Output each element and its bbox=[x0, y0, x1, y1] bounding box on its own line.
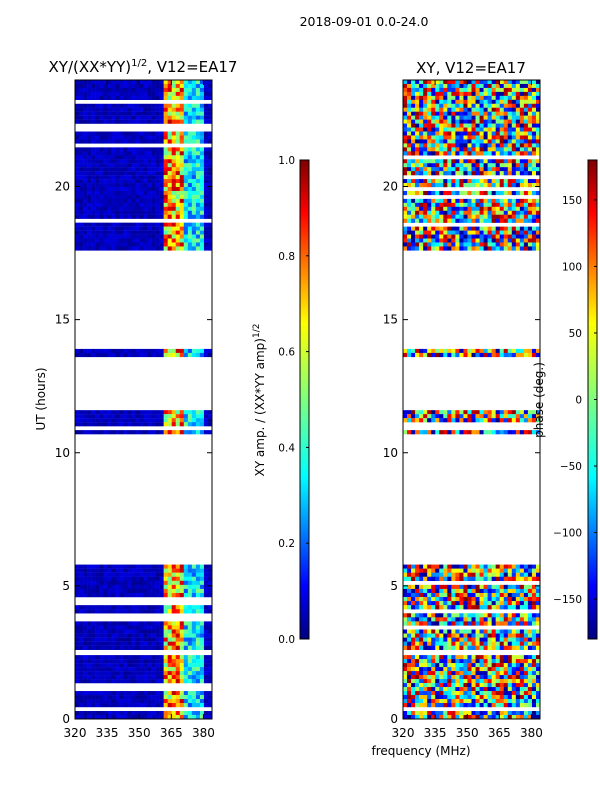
figure-title: 2018-09-01 0.0-24.0 bbox=[300, 14, 429, 29]
amplitude-panel: XY/(XX*YY)1/2, V12=EA17 320 335 350 365 380 0… bbox=[34, 58, 237, 740]
amplitude-colorbar-scale bbox=[300, 160, 309, 639]
amp-data-band bbox=[75, 348, 213, 358]
amplitude-colorbar-tick-label: 0.0 bbox=[278, 634, 295, 646]
phase-y-tick-label: 0 bbox=[390, 712, 398, 726]
phase-heatmap bbox=[403, 80, 541, 720]
amplitude-colorbar-tick-label: 0.4 bbox=[278, 442, 295, 454]
amplitude-colorbar-tick-label: 1.0 bbox=[278, 155, 295, 167]
amplitude-axis-ticks: 320 335 350 365 380 0 5 10 15 20 bbox=[55, 80, 215, 740]
phase-colorbar-tick-label: 50 bbox=[569, 328, 582, 340]
amplitude-colorbar-label: XY amp. / (XX*YY amp)1/2 bbox=[252, 324, 267, 477]
phase-y-tick-label: 5 bbox=[390, 579, 398, 593]
phase-colorbar-tick-label: 0 bbox=[575, 395, 582, 407]
phase-y-tick-label: 10 bbox=[383, 446, 398, 460]
amplitude-colorbar: 0.0 0.2 0.4 0.6 0.8 1.0 XY amp. / (XX*YY amp)… bbox=[252, 155, 310, 646]
amp-x-tick-label: 380 bbox=[192, 726, 215, 740]
phase-colorbar-tick-label: −150 bbox=[553, 594, 582, 606]
phase-data-band bbox=[403, 80, 541, 251]
amplitude-heatmap bbox=[75, 80, 213, 720]
amplitude-y-axis-label: UT (hours) bbox=[34, 367, 48, 430]
amp-x-tick-label: 335 bbox=[96, 726, 119, 740]
phase-panel-title: XY, V12=EA17 bbox=[416, 59, 526, 77]
phase-x-tick-label: 335 bbox=[424, 726, 447, 740]
amplitude-colorbar-frame bbox=[299, 159, 310, 640]
phase-x-tick-label: 320 bbox=[392, 726, 415, 740]
amp-x-tick-label: 350 bbox=[128, 726, 151, 740]
phase-colorbar-tick-label: −100 bbox=[553, 528, 582, 540]
phase-x-tick-label: 350 bbox=[456, 726, 479, 740]
phase-colorbar-tick-label: 150 bbox=[562, 195, 582, 207]
phase-colorbar-tick-label: −50 bbox=[560, 461, 582, 473]
amp-y-tick-label: 15 bbox=[55, 313, 70, 327]
frequency-x-axis-label: frequency (MHz) bbox=[371, 744, 470, 758]
phase-colorbar: −150 −100 −50 0 50 100 150 phase (deg.) bbox=[532, 159, 598, 640]
amp-y-tick-label: 10 bbox=[55, 446, 70, 460]
amplitude-colorbar-tick-label: 0.6 bbox=[278, 347, 295, 359]
amp-data-band bbox=[75, 655, 213, 720]
amp-data-band bbox=[75, 410, 213, 435]
amp-y-tick-label: 5 bbox=[62, 579, 70, 593]
phase-plot-frame bbox=[402, 79, 541, 720]
amp-data-band bbox=[75, 564, 213, 650]
phase-colorbar-tick-label: 100 bbox=[562, 261, 582, 273]
phase-y-tick-label: 20 bbox=[383, 180, 398, 194]
amplitude-panel-title: XY/(XX*YY)1/2, V12=EA17 bbox=[49, 58, 238, 76]
amplitude-plot-frame bbox=[74, 79, 213, 720]
phase-colorbar-label: phase (deg.) bbox=[532, 362, 546, 438]
phase-x-tick-label: 365 bbox=[488, 726, 511, 740]
amplitude-colorbar-tick-label: 0.2 bbox=[278, 538, 295, 550]
amplitude-colorbar-ticks: 0.0 0.2 0.4 0.6 0.8 1.0 bbox=[278, 155, 309, 646]
phase-y-tick-label: 15 bbox=[383, 313, 398, 327]
amp-y-tick-label: 20 bbox=[55, 180, 70, 194]
amp-y-tick-label: 0 bbox=[62, 712, 70, 726]
phase-panel: XY, V12=EA17 320 335 350 365 380 0 5 10 15 20 bbox=[383, 59, 543, 740]
amp-x-tick-label: 320 bbox=[64, 726, 87, 740]
amplitude-colorbar-tick-label: 0.8 bbox=[278, 251, 295, 263]
phase-data-band bbox=[403, 655, 541, 720]
phase-data-band bbox=[403, 564, 541, 650]
amp-data-band bbox=[75, 80, 213, 251]
phase-colorbar-scale bbox=[588, 160, 597, 639]
amp-x-tick-label: 365 bbox=[160, 726, 183, 740]
phase-x-tick-label: 380 bbox=[520, 726, 543, 740]
phase-colorbar-ticks: −150 −100 −50 0 50 100 150 bbox=[553, 195, 597, 606]
phase-data-band bbox=[403, 348, 541, 358]
phase-axis-ticks: 320 335 350 365 380 0 5 10 15 20 bbox=[383, 80, 543, 740]
phase-data-band bbox=[403, 410, 541, 435]
